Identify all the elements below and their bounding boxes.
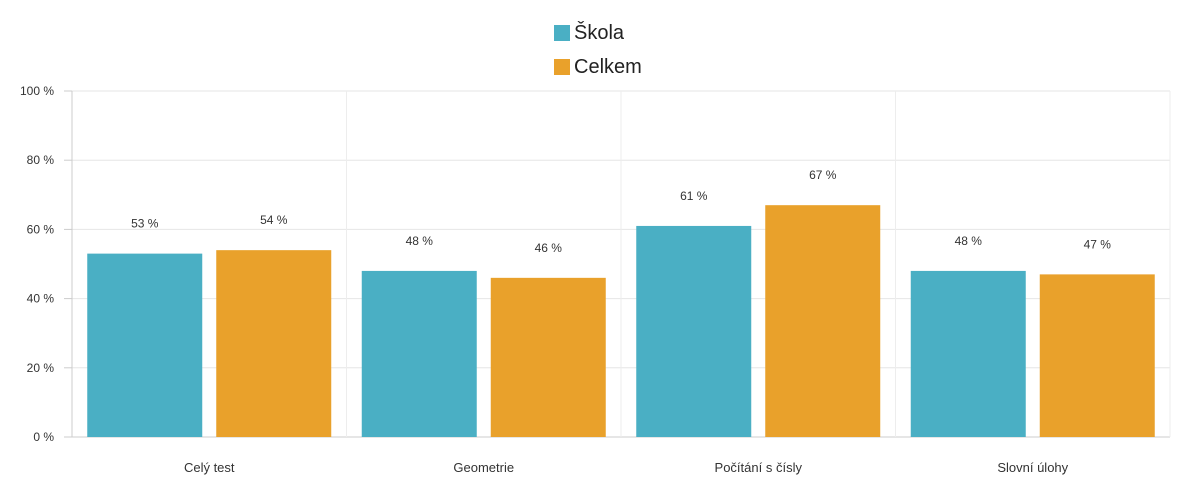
data-label: 67 % (809, 168, 837, 182)
data-label: 46 % (535, 241, 563, 255)
data-labels: 53 % 54 % 48 % 46 % 61 % 67 % 48 % 47 % (131, 168, 1111, 255)
data-label: 47 % (1084, 237, 1112, 251)
y-tick-label: 0 % (33, 430, 54, 444)
y-axis-ticks: 0 % 20 % 40 % 60 % 80 % 100 % (20, 84, 54, 444)
bar-celkem-0[interactable] (216, 250, 332, 437)
bar-skola-3[interactable] (910, 270, 1026, 437)
x-tick-label: Geometrie (453, 460, 514, 475)
data-label: 48 % (406, 234, 434, 248)
data-label: 53 % (131, 217, 159, 231)
x-tick-label: Celý test (184, 460, 235, 475)
y-tick-label: 20 % (27, 361, 55, 375)
y-tick-label: 100 % (20, 84, 54, 98)
bar-celkem-1[interactable] (490, 277, 606, 437)
bar-celkem-2[interactable] (765, 205, 881, 437)
legend-swatch-celkem (554, 59, 570, 75)
bar-skola-0[interactable] (87, 253, 203, 437)
bar-celkem-3[interactable] (1039, 274, 1155, 437)
bar-skola-2[interactable] (636, 225, 752, 437)
legend: Škola Celkem (554, 16, 642, 84)
data-label: 61 % (680, 189, 708, 203)
legend-label-celkem: Celkem (574, 55, 642, 78)
data-label: 54 % (260, 213, 288, 227)
legend-label-skola: Škola (574, 21, 625, 44)
y-tick-label: 60 % (27, 222, 55, 236)
bar-skola-1[interactable] (361, 270, 477, 437)
y-tick-label: 40 % (27, 292, 55, 306)
legend-item-skola[interactable]: Škola (554, 16, 642, 50)
legend-swatch-skola (554, 25, 570, 41)
y-tick-label: 80 % (27, 153, 55, 167)
x-tick-label: Počítání s čísly (715, 460, 803, 475)
x-tick-label: Slovní úlohy (997, 460, 1068, 475)
data-label: 48 % (955, 234, 983, 248)
legend-item-celkem[interactable]: Celkem (554, 50, 642, 84)
bars (87, 205, 1155, 437)
x-axis-ticks: Celý test Geometrie Počítání s čísly Slovní… (184, 460, 1069, 475)
